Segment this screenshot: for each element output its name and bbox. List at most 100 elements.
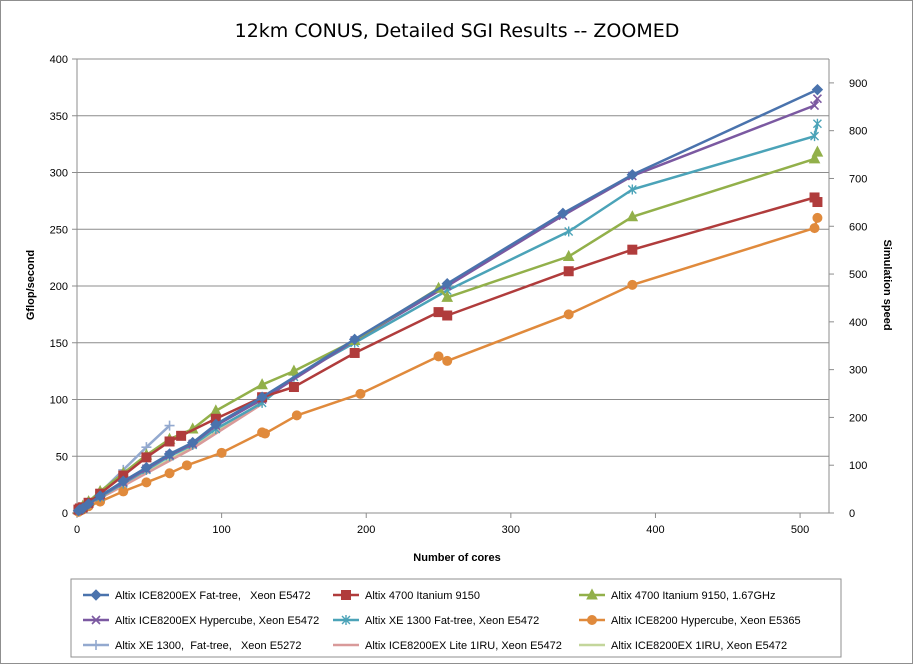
legend-item: Altix ICE8200EX Fat-tree, Xeon E5472 [83,589,311,602]
data-point [812,118,822,129]
legend-marker [341,615,351,625]
data-point [626,169,639,181]
data-point [94,490,106,502]
data-point [117,475,129,487]
x-tick-label: 200 [357,524,375,536]
data-point [141,477,152,488]
data-point [626,210,639,222]
data-point [627,184,637,195]
y-tick-label: 400 [50,54,68,66]
y-tick-label: 300 [50,168,68,180]
legend-item: Altix 4700 Itanium 9150 [333,590,480,602]
data-point [291,410,302,421]
x-tick-label: 300 [502,524,520,536]
y-tick-label: 100 [50,395,68,407]
data-point [140,461,153,474]
legend-item: Altix ICE8200EX Hypercube, Xeon E5472 [83,615,319,627]
data-point [348,333,361,346]
legend-marker [91,615,101,625]
data-point [164,468,175,479]
legend-item: Altix XE 1300, Fat-tree, Xeon E5272 [83,640,302,652]
data-point [627,279,638,290]
gridlines [77,58,829,457]
data-point [812,197,823,208]
y2-tick-label: 600 [849,221,867,233]
x-tick-label: 100 [212,524,230,536]
data-point [442,355,453,366]
y2-tick-label: 700 [849,173,867,185]
chart-title: 12km CONUS, Detailed SGI Results -- ZOOM… [235,20,680,42]
legend-label: Altix 4700 Itanium 9150, 1.67GHz [611,590,775,602]
data-point [181,460,192,471]
y2-tick-label: 800 [849,126,867,138]
y2-tick-label: 500 [849,269,867,281]
series-1 [72,83,824,517]
data-point [176,430,187,441]
y2-tick-label: 200 [849,412,867,424]
data-point [442,310,453,321]
data-point [216,447,227,458]
y-tick-label: 350 [50,111,68,123]
data-point [82,498,95,510]
data-point [557,207,569,220]
legend-label: Altix ICE8200 Hypercube, Xeon E5365 [611,615,801,627]
data-point [355,388,366,399]
data-point [256,378,268,390]
x-tick-label: 0 [74,524,80,536]
legend-item: Altix 4700 Itanium 9150, 1.67GHz [579,588,775,602]
legend-item: Altix ICE8200EX Lite 1IRU, Xeon E5472 [333,640,562,652]
data-point [563,266,574,277]
y2-tick-label: 100 [849,460,867,472]
y-tick-label: 0 [62,508,68,520]
axes: 0 50 100 150 200 250 300 350 400 0 100 200 300 400 500… [50,54,868,536]
y2-tick-label: 900 [849,78,867,90]
legend-marker [341,590,351,600]
y2-tick-label: 400 [849,317,867,329]
series-3 [72,145,824,515]
x-tick-label: 500 [791,524,809,536]
data-point [812,94,822,104]
data-point [433,351,444,362]
legend-label: Altix XE 1300 Fat-tree, Xeon E5472 [365,615,539,627]
legend-item: Altix ICE8200 Hypercube, Xeon E5365 [579,615,801,627]
data-point [809,100,820,111]
x-tick-label: 400 [646,524,664,536]
data-point [433,307,444,318]
data-point [288,382,299,393]
data-point [256,391,268,403]
data-point [562,249,575,261]
legend-item: Altix ICE8200EX 1IRU, Xeon E5472 [579,640,787,652]
series-6 [73,212,823,517]
y-tick-label: 150 [50,338,68,350]
legend-label: Altix ICE8200EX 1IRU, Xeon E5472 [611,640,787,652]
y-tick-label: 250 [50,224,68,236]
y2-tick-label: 0 [849,508,855,520]
data-point [811,83,824,96]
y-tick-label: 50 [56,451,68,463]
y-axis-label: Gflop/second [25,250,37,320]
legend-label: Altix ICE8200EX Hypercube, Xeon E5472 [115,615,319,627]
data-point [811,145,824,157]
data-point [627,244,638,255]
data-point [288,364,300,376]
data-point [812,212,823,223]
data-point [809,223,820,234]
data-point [441,278,453,290]
data-point [164,436,175,447]
y-tick-label: 200 [50,281,68,293]
y2-axis-label: Simulation speed [881,239,893,330]
legend-label: Altix ICE8200EX Lite 1IRU, Xeon E5472 [365,640,562,652]
legend-label: Altix ICE8200EX Fat-tree, Xeon E5472 [115,590,311,602]
data-point [163,448,176,460]
y2-tick-label: 300 [849,365,867,377]
data-point [210,418,222,431]
legend-marker [587,615,597,625]
legend-label: Altix XE 1300, Fat-tree, Xeon E5272 [115,640,302,652]
data-point [164,420,175,431]
data-point [563,309,574,320]
data-point [141,452,152,463]
legend-box [70,578,842,658]
data-point [186,436,199,449]
